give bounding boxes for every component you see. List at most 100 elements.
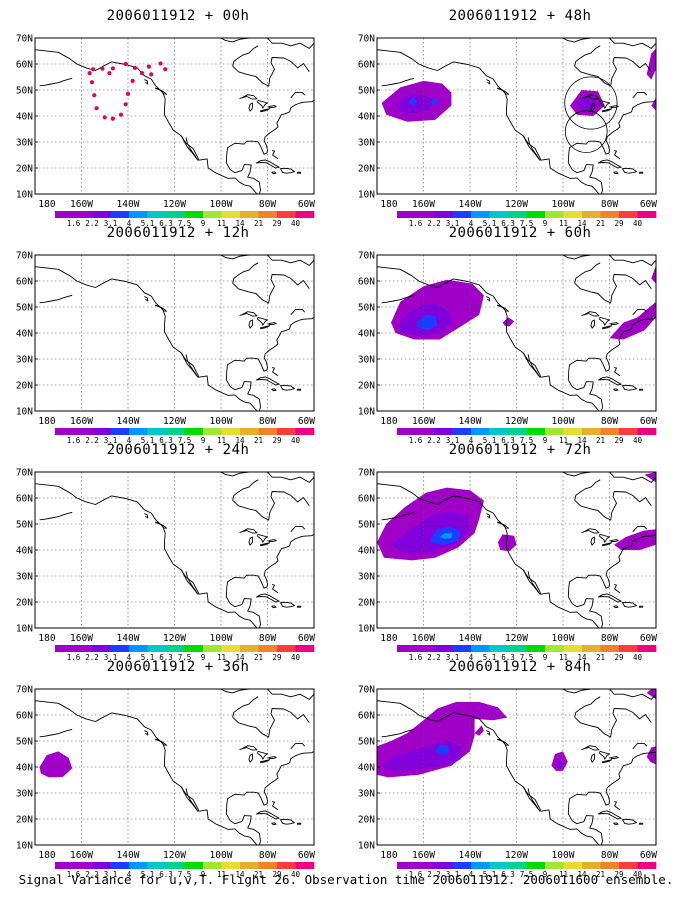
colorbar-label: 21 [596, 653, 605, 662]
colorbar-swatch [221, 211, 241, 218]
longitude-label: 160W [70, 416, 93, 427]
observation-point [132, 65, 138, 70]
colorbar-swatch [526, 428, 546, 435]
colorbar-label: 4 [127, 653, 132, 662]
colorbar-label: 21 [596, 870, 605, 879]
colorbar-swatch [55, 862, 74, 869]
colorbar-label: 40 [633, 219, 643, 228]
colorbar-label: 14 [577, 436, 587, 445]
colorbar-label: 11 [559, 219, 568, 228]
observation-point [130, 78, 135, 83]
longitude-label: 100W [210, 199, 233, 210]
colorbar-swatch [166, 211, 185, 218]
longitude-label: 60W [298, 633, 315, 644]
map-panel: 2006011912 + 24h 10N 20N 30N 40N 50N 60N 70N 180… [8, 442, 348, 662]
variance-area [502, 317, 515, 327]
colorbar-swatch [240, 428, 259, 435]
colorbar-swatch [295, 428, 315, 435]
colorbar-swatch [92, 862, 111, 869]
longitude-label: 120W [505, 199, 528, 210]
colorbar-label: 21 [596, 219, 605, 228]
longitude-label: 120W [163, 416, 186, 427]
colorbar-label: 3.1 [446, 436, 460, 445]
colorbar-label: 1.6 [409, 219, 423, 228]
latitude-label: 30N [358, 789, 375, 800]
colorbar-swatch [508, 428, 527, 435]
colorbar-swatch [92, 211, 111, 218]
colorbar-swatch [508, 211, 527, 218]
longitude-label: 180 [38, 416, 55, 427]
latitude-label: 20N [16, 381, 33, 392]
colorbar-swatch [240, 862, 259, 869]
variance-area [614, 529, 656, 550]
longitude-label: 180 [38, 633, 55, 644]
colorbar-label: 7.5 [178, 870, 192, 879]
colorbar-swatch [240, 645, 259, 652]
colorbar-swatch [637, 428, 657, 435]
colorbar-swatch [452, 428, 472, 435]
highlight-circle [564, 76, 618, 130]
latitude-label: 70N [16, 685, 33, 696]
colorbar-swatch [110, 211, 130, 218]
longitude-label: 140W [117, 416, 140, 427]
longitude-label: 180 [380, 850, 397, 861]
longitude-label: 120W [163, 199, 186, 210]
longitude-label: 100W [210, 416, 233, 427]
latitude-label: 30N [16, 138, 33, 149]
colorbar-label: 29 [614, 653, 623, 662]
colorbar-label: 1.6 [409, 653, 423, 662]
colorbar-swatch [563, 645, 583, 652]
colorbar-swatch [166, 428, 185, 435]
colorbar-swatch [508, 862, 527, 869]
colorbar-swatch [415, 862, 435, 869]
colorbar-label: 21 [254, 219, 263, 228]
colorbar-swatch [166, 862, 185, 869]
longitude-label: 160W [412, 199, 435, 210]
colorbar-swatch [129, 862, 148, 869]
latitude-label: 20N [16, 815, 33, 826]
panel-title: 2006011912 + 36h [106, 659, 250, 675]
longitude-label: 60W [640, 633, 657, 644]
latitude-label: 20N [358, 815, 375, 826]
colorbar-label: 14 [577, 219, 587, 228]
colorbar-label: 40 [291, 870, 301, 879]
colorbar-label: 6.3 [159, 870, 173, 879]
colorbar-swatch [471, 428, 490, 435]
longitude-label: 140W [117, 633, 140, 644]
colorbar-swatch [295, 862, 315, 869]
panel-title: 2006011912 + 48h [448, 8, 592, 24]
colorbar-swatch [221, 862, 241, 869]
longitude-label: 160W [70, 850, 93, 861]
colorbar-label: 4 [469, 436, 474, 445]
latitude-label: 20N [358, 381, 375, 392]
colorbar-swatch [508, 645, 527, 652]
colorbar-swatch [277, 211, 296, 218]
coastline [377, 472, 656, 628]
colorbar-label: 2.2 [85, 870, 99, 879]
coastline [35, 472, 314, 628]
variance-area [646, 48, 656, 80]
colorbar-swatch [110, 862, 130, 869]
colorbar-swatch [619, 862, 638, 869]
colorbar-label: 4 [127, 870, 132, 879]
map-panel: 2006011912 + 12h 10N 20N 30N 40N 50N 60N 70N 180… [8, 225, 348, 445]
colorbar-swatch [397, 211, 416, 218]
colorbar-label: 5.1 [483, 653, 497, 662]
longitude-label: 180 [38, 850, 55, 861]
colorbar-swatch [582, 211, 601, 218]
colorbar-swatch [415, 211, 435, 218]
colorbar-label: 29 [614, 436, 623, 445]
longitude-label: 120W [163, 633, 186, 644]
colorbar-swatch [545, 211, 564, 218]
variance-area [430, 97, 439, 106]
colorbar-swatch [526, 862, 546, 869]
colorbar-swatch [110, 428, 130, 435]
colorbar-swatch [582, 862, 601, 869]
colorbar-swatch [129, 428, 148, 435]
longitude-label: 140W [459, 850, 482, 861]
map-plot: 10N 20N 30N 40N 50N 60N 70N 180 160W 140W 120W 100W… [358, 468, 657, 663]
colorbar-swatch [545, 645, 564, 652]
map-plot: 10N 20N 30N 40N 50N 60N 70N 180 160W 140W 120W 100W… [358, 685, 657, 880]
longitude-label: 120W [505, 850, 528, 861]
latitude-label: 50N [358, 303, 375, 314]
